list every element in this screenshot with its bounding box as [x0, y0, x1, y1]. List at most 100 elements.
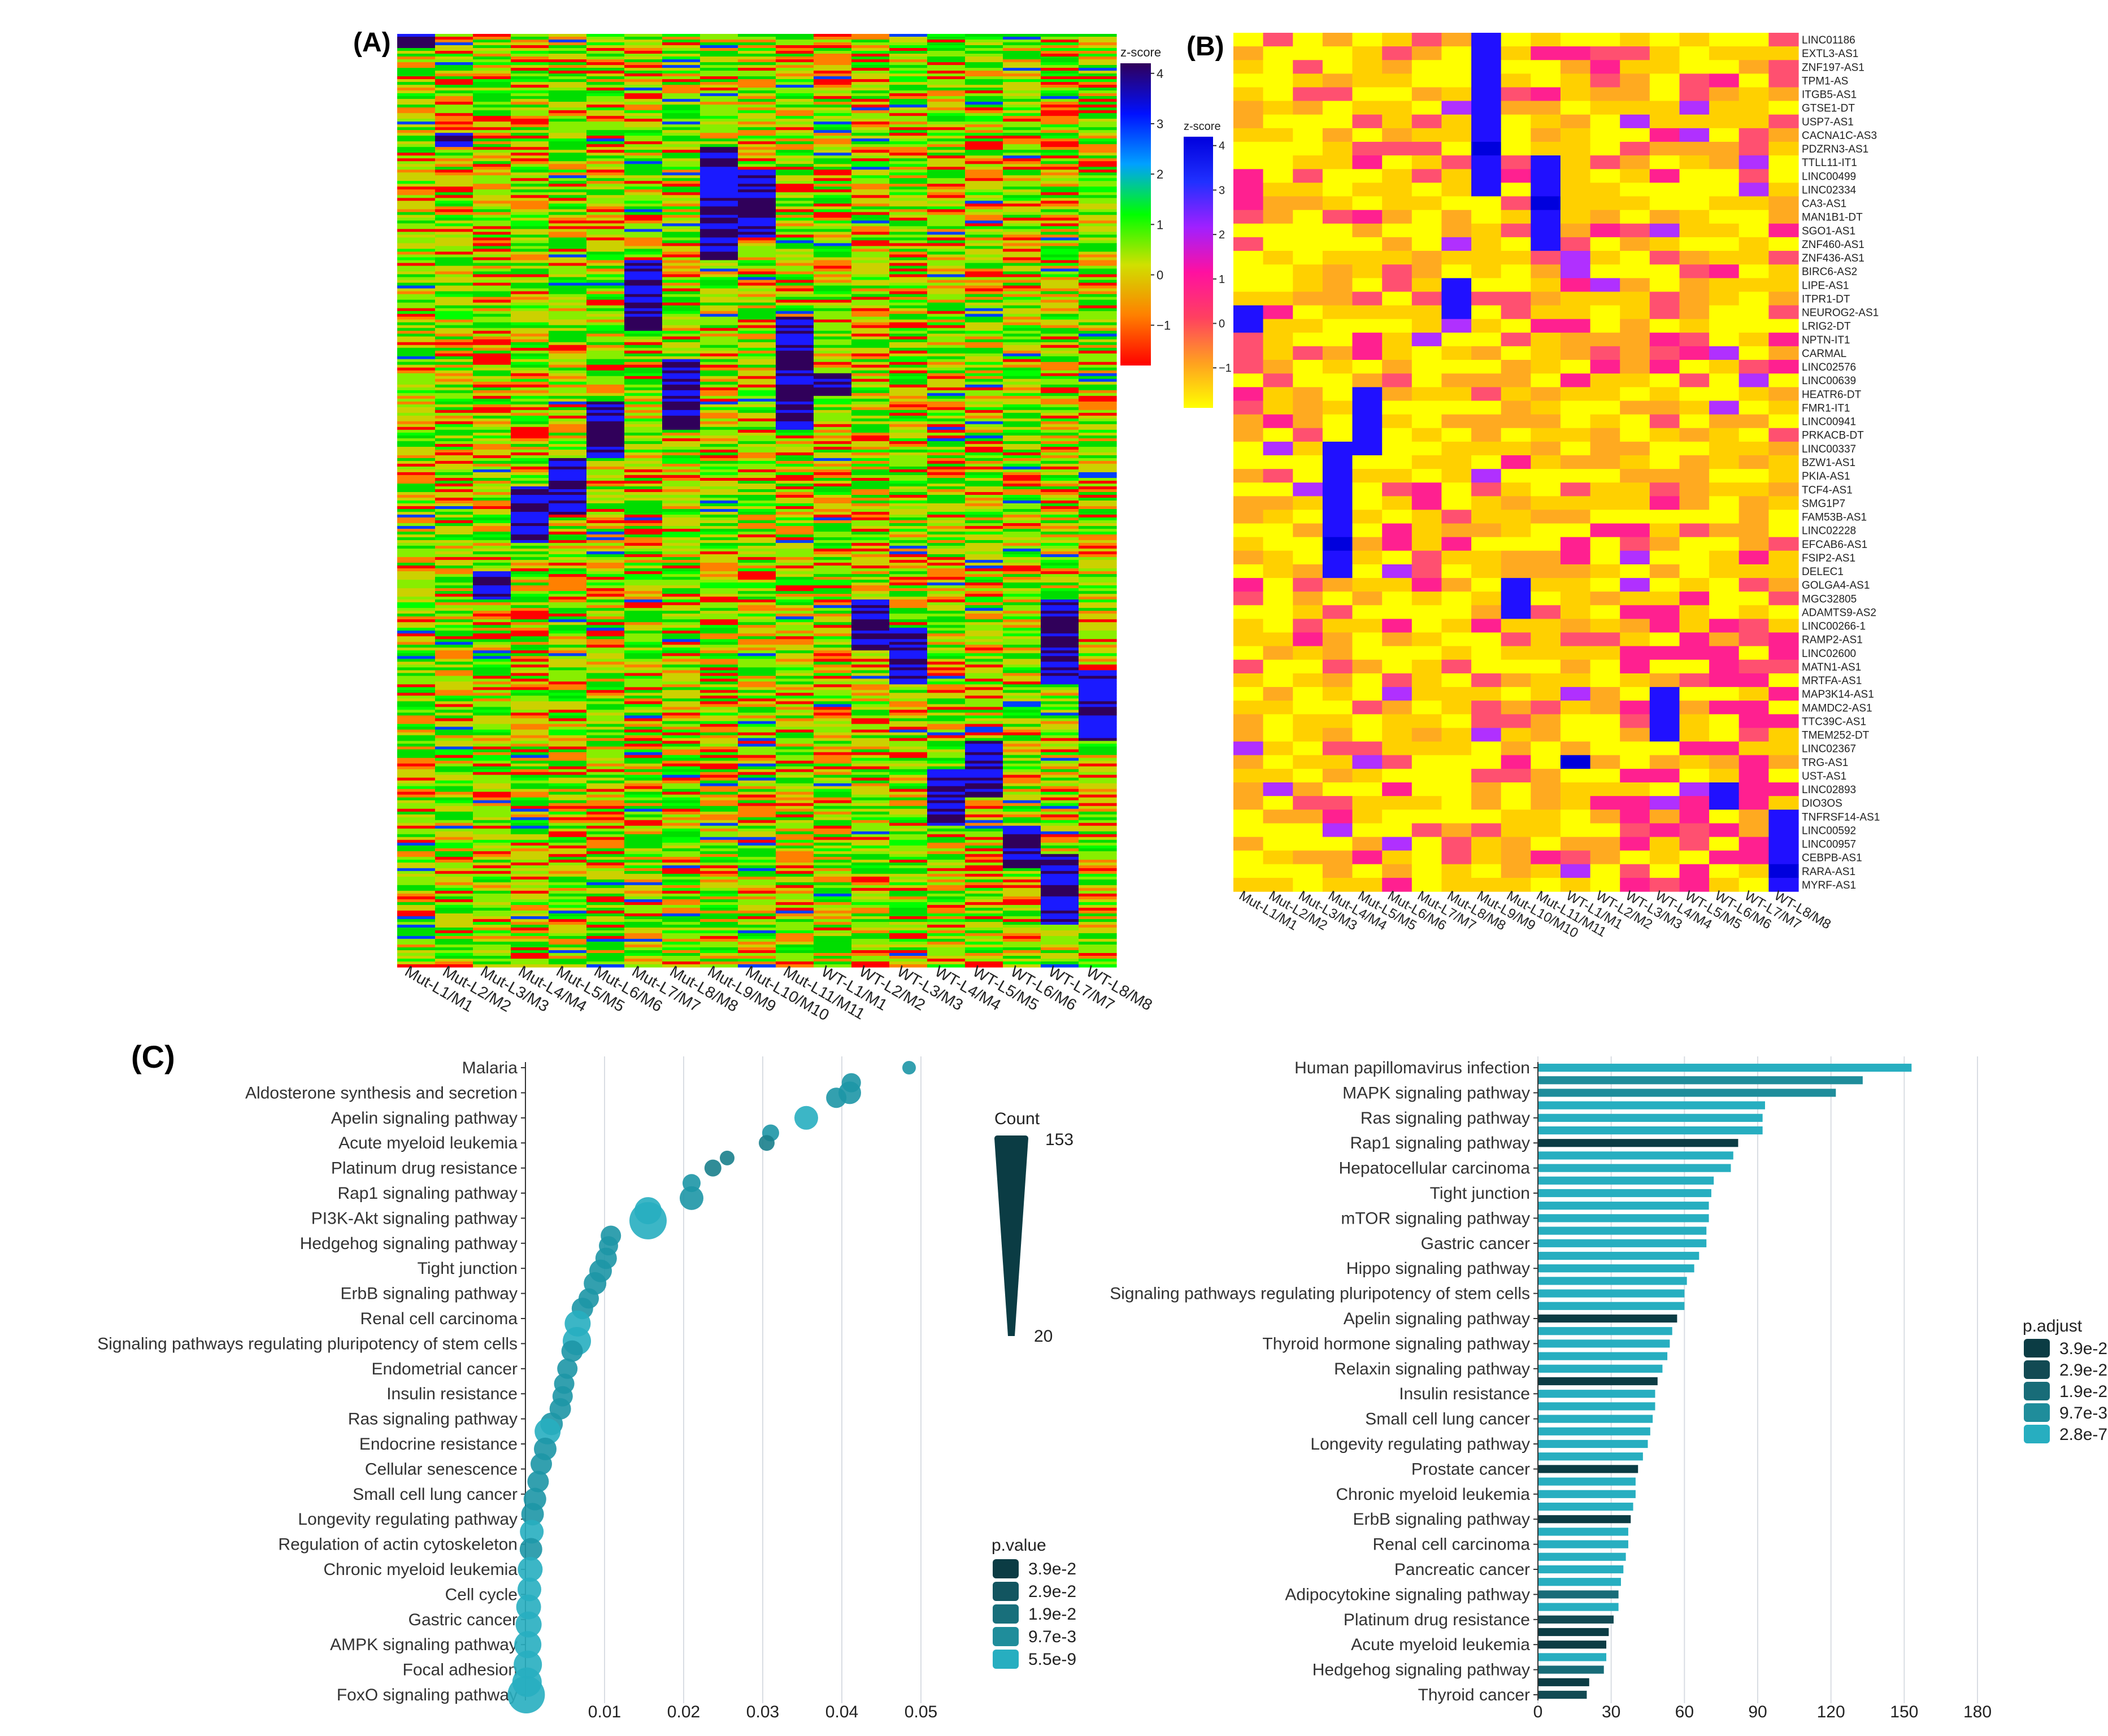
heatmap-a-cell: [511, 594, 549, 597]
heatmap-a-cell: [889, 930, 928, 934]
heatmap-a-cell: [397, 435, 436, 439]
heatmap-a-cell: [549, 945, 587, 948]
heatmap-a-cell: [624, 45, 663, 49]
heatmap-a-cell: [927, 404, 966, 408]
heatmap-a-cell: [776, 113, 814, 116]
heatmap-a-cell: [851, 339, 890, 343]
heatmap-a-cell: [549, 257, 587, 261]
heatmap-a-cell: [586, 667, 625, 671]
heatmap-a-cell: [738, 266, 776, 269]
heatmap-a-cell: [851, 384, 890, 388]
heatmap-a-cell: [738, 537, 776, 541]
heatmap-a-cell: [700, 684, 738, 688]
heatmap-a-cell: [814, 797, 852, 801]
heatmap-a-cell: [927, 257, 966, 261]
heatmap-a-cell: [776, 158, 814, 162]
heatmap-a-cell: [927, 760, 966, 764]
heatmap-a-cell: [738, 794, 776, 798]
heatmap-a-cell: [738, 489, 776, 493]
heatmap-a-cell: [965, 73, 1003, 77]
heatmap-a-cell: [738, 743, 776, 747]
heatmap-a-cell: [549, 297, 587, 301]
heatmap-a-cell: [435, 775, 473, 778]
heatmap-a-cell: [624, 546, 663, 549]
heatmap-a-cell: [397, 206, 436, 210]
heatmap-a-cell: [851, 220, 890, 224]
heatmap-a-cell: [814, 153, 852, 156]
heatmap-a-cell: [851, 515, 890, 518]
heatmap-a-cell: [927, 364, 966, 368]
heatmap-a-cell: [814, 777, 852, 781]
heatmap-a-cell: [511, 339, 549, 343]
heatmap-a-cell: [738, 913, 776, 917]
heatmap-a-cell: [397, 438, 436, 442]
heatmap-a-cell: [586, 223, 625, 227]
heatmap-a-cell: [927, 302, 966, 306]
heatmap-a-cell: [927, 645, 966, 648]
heatmap-a-cell: [624, 178, 663, 181]
heatmap-a-cell: [397, 475, 436, 478]
heatmap-a-cell: [397, 825, 436, 829]
heatmap-a-cell: [662, 288, 701, 292]
heatmap-a-cell: [738, 563, 776, 566]
heatmap-a-cell: [397, 845, 436, 849]
heatmap-a-cell: [473, 266, 511, 269]
heatmap-a-cell: [776, 560, 814, 563]
heatmap-a-cell: [473, 956, 511, 959]
heatmap-a-cell: [851, 811, 890, 815]
heatmap-a-cell: [927, 274, 966, 278]
heatmap-a-cell: [889, 678, 928, 682]
heatmap-a-cell: [889, 517, 928, 521]
heatmap-a-cell: [397, 698, 436, 702]
heatmap-a-cell: [700, 823, 738, 826]
heatmap-a-cell: [586, 865, 625, 869]
heatmap-a-cell: [738, 395, 776, 399]
heatmap-a-cell: [700, 294, 738, 298]
heatmap-a-cell: [851, 167, 890, 170]
heatmap-a-cell: [662, 681, 701, 685]
heatmap-a-cell: [700, 48, 738, 51]
heatmap-a-cell: [738, 350, 776, 354]
heatmap-a-cell: [397, 178, 436, 181]
heatmap-a-cell: [435, 407, 473, 411]
heatmap-a-cell: [549, 930, 587, 934]
heatmap-a-cell: [586, 206, 625, 210]
heatmap-a-cell: [738, 509, 776, 512]
heatmap-a-cell: [549, 367, 587, 371]
heatmap-a-cell: [624, 167, 663, 170]
heatmap-a-cell: [549, 105, 587, 108]
heatmap-a-cell: [814, 808, 852, 812]
heatmap-a-cell: [473, 316, 511, 320]
heatmap-a-cell: [851, 212, 890, 215]
heatmap-a-cell: [511, 746, 549, 750]
heatmap-a-cell: [435, 455, 473, 459]
heatmap-a-cell: [624, 845, 663, 849]
heatmap-a-cell: [776, 780, 814, 784]
heatmap-a-cell: [700, 412, 738, 416]
heatmap-a-cell: [624, 964, 663, 968]
heatmap-a-cell: [624, 678, 663, 682]
heatmap-a-cell: [586, 956, 625, 959]
heatmap-a-cell: [700, 597, 738, 600]
heatmap-a-cell: [473, 175, 511, 179]
heatmap-a-cell: [473, 198, 511, 201]
heatmap-a-cell: [586, 282, 625, 286]
heatmap-a-cell: [851, 378, 890, 382]
heatmap-a-cell: [511, 333, 549, 337]
heatmap-a-cell: [965, 105, 1003, 108]
heatmap-a-cell: [738, 223, 776, 227]
heatmap-a-cell: [927, 611, 966, 614]
heatmap-a-cell: [511, 961, 549, 965]
heatmap-a-cell: [511, 534, 549, 538]
heatmap-a-cell: [814, 834, 852, 838]
heatmap-a-cell: [586, 68, 625, 71]
heatmap-a-cell: [624, 786, 663, 790]
heatmap-a-cell: [624, 501, 663, 504]
heatmap-a-cell: [511, 322, 549, 326]
heatmap-a-cell: [662, 339, 701, 343]
heatmap-a-cell: [776, 398, 814, 402]
heatmap-a-cell: [776, 791, 814, 795]
heatmap-a-cell: [738, 192, 776, 195]
heatmap-a-cell: [776, 138, 814, 142]
heatmap-a-cell: [814, 673, 852, 676]
